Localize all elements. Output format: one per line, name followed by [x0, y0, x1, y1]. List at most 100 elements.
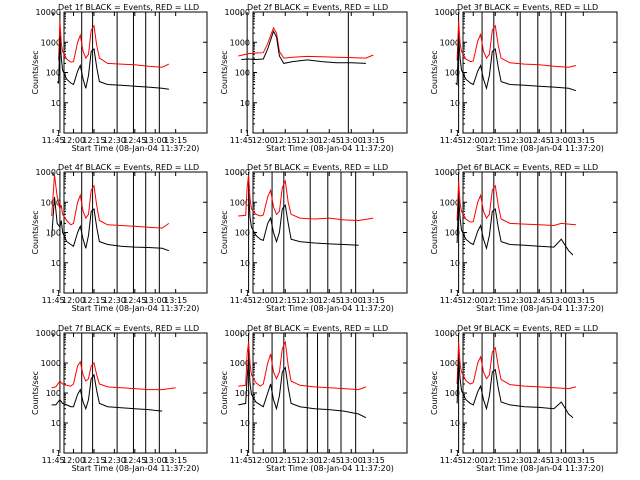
x-tick-label: 13:00: [340, 296, 363, 305]
series-events-line: [455, 36, 577, 92]
y-tick-label: 1: [455, 289, 460, 298]
x-tick-label: 11:45: [230, 136, 253, 145]
x-tick-label: 13:15: [572, 296, 595, 305]
x-tick-label: 11:45: [230, 296, 253, 305]
y-axis-label: Counts/sec: [31, 210, 40, 254]
x-tick-label: 12:15: [82, 456, 105, 465]
y-tick-label: 1000: [230, 38, 250, 47]
series-lld-line: [456, 341, 577, 390]
x-tick-label: 13:15: [164, 296, 187, 305]
x-tick-label: 12:00: [462, 136, 485, 145]
y-tick-label: 10: [450, 99, 460, 108]
series-events-line: [456, 196, 574, 256]
x-axis-label: Start Time (08-Jan-04 11:37:20): [266, 464, 394, 473]
plot-frame: [63, 11, 208, 134]
y-tick-label: 10000: [36, 168, 61, 177]
x-tick-label: 13:15: [164, 136, 187, 145]
x-tick-label: 12:00: [62, 456, 85, 465]
x-tick-label: 11:45: [440, 456, 463, 465]
series-lld-line: [238, 174, 374, 222]
x-tick-label: 13:00: [340, 456, 363, 465]
y-tick-label: 1000: [230, 359, 250, 368]
x-axis-label: Start Time (08-Jan-04 11:37:20): [476, 464, 604, 473]
x-tick-label: 13:00: [144, 136, 167, 145]
series-lld-line: [58, 21, 170, 68]
series-lld-line: [238, 26, 374, 59]
series-events-line: [238, 357, 367, 419]
series-lld-line: [51, 174, 170, 229]
x-tick-label: 12:45: [318, 296, 341, 305]
x-tick-label: 12:15: [82, 296, 105, 305]
x-tick-label: 12:00: [62, 136, 85, 145]
y-axis-label: Counts/sec: [430, 371, 439, 415]
x-tick-label: 12:30: [506, 136, 529, 145]
panel-title: Det 8f BLACK = Events, RED = LLD: [247, 324, 388, 333]
panel-title: Det 7f BLACK = Events, RED = LLD: [58, 324, 199, 333]
y-tick-label: 1: [56, 449, 61, 458]
y-tick-label: 1: [245, 449, 250, 458]
plot-frame: [252, 171, 408, 294]
x-axis-label: Start Time (08-Jan-04 11:37:20): [476, 304, 604, 313]
x-tick-label: 13:15: [362, 456, 385, 465]
x-tick-label: 13:00: [550, 456, 573, 465]
x-tick-label: 12:00: [252, 456, 275, 465]
y-axis-label: Counts/sec: [430, 210, 439, 254]
y-tick-label: 10000: [225, 168, 250, 177]
y-tick-label: 1000: [440, 38, 460, 47]
x-tick-label: 12:30: [296, 456, 319, 465]
y-tick-label: 1000: [41, 38, 61, 47]
y-tick-label: 1000: [41, 359, 61, 368]
series-lld-line: [456, 181, 576, 227]
x-axis-label: Start Time (08-Jan-04 11:37:20): [266, 304, 394, 313]
y-axis-label: Counts/sec: [220, 371, 229, 415]
x-axis-label: Start Time (08-Jan-04 11:37:20): [266, 144, 394, 153]
y-tick-label: 1000: [440, 198, 460, 207]
x-tick-label: 11:45: [440, 296, 463, 305]
panel-title: Det 9f BLACK = Events, RED = LLD: [457, 324, 598, 333]
y-tick-label: 1: [245, 289, 250, 298]
y-tick-label: 100: [235, 389, 250, 398]
plot-frame: [252, 332, 408, 454]
x-tick-label: 13:00: [340, 136, 363, 145]
panel-det-2: Det 2f BLACK = Events, RED = LLD 1 10 100 10…: [220, 3, 408, 153]
x-tick-label: 12:30: [296, 296, 319, 305]
panel-title: Det 1f BLACK = Events, RED = LLD: [58, 3, 199, 12]
x-tick-label: 12:45: [528, 456, 551, 465]
x-tick-label: 12:00: [252, 136, 275, 145]
y-tick-label: 10000: [225, 8, 250, 17]
x-tick-label: 12:45: [318, 456, 341, 465]
x-tick-label: 11:45: [42, 296, 65, 305]
x-tick-label: 12:15: [484, 456, 507, 465]
plot-frame: [462, 11, 618, 134]
panel-det-6: Det 6f BLACK = Events, RED = LLD 1 10 100 10…: [430, 163, 618, 313]
x-tick-label: 11:45: [230, 456, 253, 465]
y-tick-label: 10: [240, 419, 250, 428]
plot-frame: [63, 332, 208, 454]
y-axis-label: Counts/sec: [220, 210, 229, 254]
plot-frame: [63, 171, 208, 294]
x-tick-label: 12:45: [528, 136, 551, 145]
y-tick-label: 10: [51, 259, 61, 268]
x-tick-label: 12:00: [62, 296, 85, 305]
x-tick-label: 12:30: [296, 136, 319, 145]
x-tick-label: 12:45: [318, 136, 341, 145]
y-tick-label: 1: [455, 449, 460, 458]
x-tick-label: 12:00: [252, 296, 275, 305]
x-tick-label: 12:00: [462, 456, 485, 465]
y-tick-label: 10000: [435, 168, 460, 177]
y-tick-label: 1000: [440, 359, 460, 368]
y-axis-label: Counts/sec: [430, 50, 439, 94]
x-tick-label: 12:15: [274, 296, 297, 305]
panel-det-7: Det 7f BLACK = Events, RED = LLD 1 10 100 10…: [31, 324, 208, 473]
y-tick-label: 10000: [36, 329, 61, 338]
y-tick-label: 100: [445, 229, 460, 238]
panel-title: Det 5f BLACK = Events, RED = LLD: [247, 163, 388, 172]
x-tick-label: 13:15: [572, 136, 595, 145]
x-tick-label: 12:15: [82, 136, 105, 145]
panel-det-9: Det 9f BLACK = Events, RED = LLD 1 10 100 10…: [430, 324, 618, 473]
x-tick-label: 12:45: [123, 296, 146, 305]
x-axis-label: Start Time (08-Jan-04 11:37:20): [476, 144, 604, 153]
y-tick-label: 1: [56, 129, 61, 138]
panel-det-8: Det 8f BLACK = Events, RED = LLD 1 10 100 10…: [220, 324, 408, 473]
